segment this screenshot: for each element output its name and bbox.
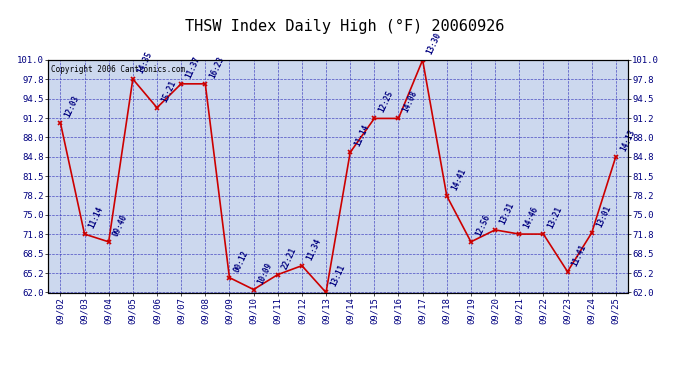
Text: 11:14: 11:14 <box>88 205 106 230</box>
Text: 14:08: 14:08 <box>402 90 420 114</box>
Text: 10:09: 10:09 <box>257 261 275 285</box>
Text: 14:35: 14:35 <box>136 50 154 75</box>
Text: 11:41: 11:41 <box>571 243 589 267</box>
Text: 00:12: 00:12 <box>233 249 250 273</box>
Text: 11:14: 11:14 <box>353 123 371 148</box>
Text: 16:23: 16:23 <box>208 55 226 80</box>
Text: 22:21: 22:21 <box>281 246 299 270</box>
Text: 14:13: 14:13 <box>619 128 637 152</box>
Text: Copyright 2006 Cantronics.com: Copyright 2006 Cantronics.com <box>51 64 186 74</box>
Text: 13:21: 13:21 <box>546 205 564 230</box>
Text: 13:31: 13:31 <box>498 201 516 226</box>
Text: 12:03: 12:03 <box>63 94 81 118</box>
Text: THSW Index Daily High (°F) 20060926: THSW Index Daily High (°F) 20060926 <box>186 19 504 34</box>
Text: 11:34: 11:34 <box>305 237 323 261</box>
Text: 15:21: 15:21 <box>160 79 178 104</box>
Text: 13:01: 13:01 <box>595 204 613 229</box>
Text: 14:46: 14:46 <box>522 205 540 230</box>
Text: 12:25: 12:25 <box>377 90 395 114</box>
Text: 13:30: 13:30 <box>426 31 444 56</box>
Text: 14:41: 14:41 <box>450 167 468 192</box>
Text: 13:11: 13:11 <box>329 264 347 288</box>
Text: 09:40: 09:40 <box>112 213 130 238</box>
Text: 11:37: 11:37 <box>184 55 202 80</box>
Text: 12:56: 12:56 <box>474 213 492 238</box>
